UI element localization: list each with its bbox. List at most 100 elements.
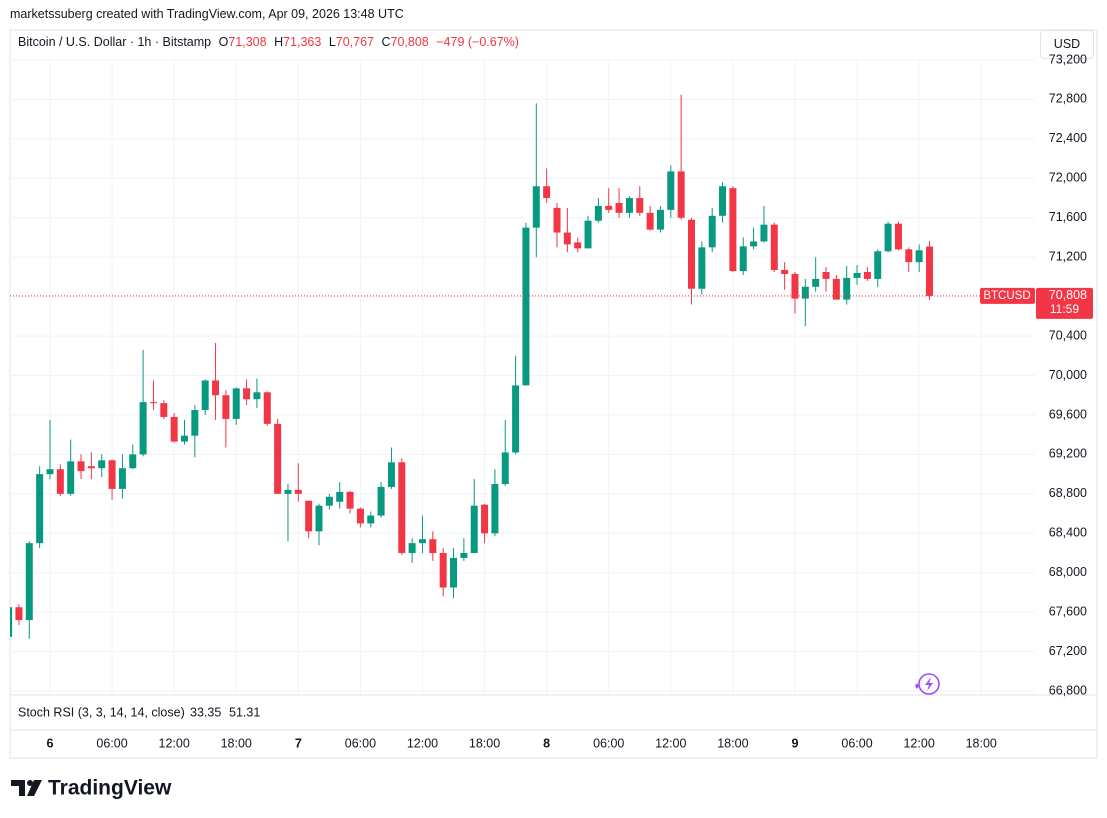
x-tick-label: 6: [47, 736, 54, 750]
candle-body: [139, 402, 147, 455]
frame: [9, 29, 1098, 759]
candle-body: [284, 489, 292, 494]
candle-body: [553, 207, 561, 233]
x-tick-label: 18:00: [966, 736, 997, 750]
candle-body: [398, 462, 406, 554]
candle-body: [739, 246, 747, 272]
candle-body: [243, 388, 251, 400]
ticker-tag: BTCUSD: [983, 290, 1030, 302]
candle-body: [584, 220, 592, 249]
ohlc-label: C: [381, 35, 391, 49]
candle-body: [894, 223, 902, 250]
candle-body: [222, 395, 230, 419]
candle-body: [698, 247, 706, 289]
x-tick-label: 06:00: [593, 736, 624, 750]
y-tick-label: 68,800: [1049, 486, 1087, 500]
y-tick-label: 68,000: [1049, 565, 1087, 579]
candle-body: [232, 388, 240, 419]
currency-button[interactable]: USD: [1040, 30, 1094, 59]
candle-body: [708, 215, 716, 248]
candle-body: [760, 224, 768, 242]
lightning-icon[interactable]: [915, 673, 940, 695]
x-tick-label: 12:00: [903, 736, 934, 750]
candle-body: [470, 505, 478, 554]
y-tick-label: 71,600: [1049, 210, 1087, 224]
candle-body: [481, 504, 489, 534]
x-tick-label: 12:00: [655, 736, 686, 750]
candle-body: [574, 242, 582, 249]
candle-body: [491, 483, 499, 534]
indicator-k: 33.35: [190, 705, 221, 719]
candle-body: [180, 435, 188, 442]
x-tick-label: 18:00: [717, 736, 748, 750]
candle-body: [367, 515, 375, 524]
candle-body: [512, 385, 520, 453]
candle-body: [201, 380, 209, 411]
candle-body: [791, 273, 799, 299]
candle-body: [605, 205, 613, 210]
candle-body: [750, 241, 758, 247]
candle-body: [801, 286, 809, 299]
candle-body: [915, 250, 923, 263]
candle-body: [191, 410, 199, 436]
credit: marketssuberg created with TradingView.c…: [10, 7, 404, 21]
last-price-label: 70,808: [1049, 288, 1087, 302]
y-tick-label: 72,800: [1049, 92, 1087, 106]
y-tick-label: 67,600: [1049, 604, 1087, 618]
y-tick-label: 72,400: [1049, 131, 1087, 145]
x-tick-label: 12:00: [159, 736, 190, 750]
candle-body: [336, 491, 344, 502]
candle-body: [346, 491, 354, 509]
candle-body: [563, 232, 571, 245]
candle-body: [46, 469, 54, 475]
candle-body: [87, 466, 95, 469]
candle-body: [832, 278, 840, 300]
candle-body: [729, 188, 737, 272]
candle-body: [305, 500, 313, 532]
candle-body: [377, 486, 385, 516]
candle-body: [356, 508, 364, 524]
candle-body: [418, 539, 426, 544]
candle-body: [98, 460, 106, 469]
symbol-header: Bitcoin / U.S. Dollar · 1h · Bitstamp O7…: [18, 35, 519, 49]
candle-body: [667, 171, 675, 210]
y-tick-label: 69,600: [1049, 407, 1087, 421]
x-tick-label: 18:00: [469, 736, 500, 750]
candle-body: [532, 186, 540, 228]
ohlc-value: 70,767: [335, 35, 374, 49]
y-tick-label: 70,000: [1049, 368, 1087, 382]
candle-body: [315, 505, 323, 532]
candle-body: [274, 423, 282, 494]
candle-body: [325, 496, 333, 506]
candle-body: [253, 392, 261, 400]
candle-body: [884, 223, 892, 252]
candle-body: [688, 219, 696, 289]
last-price-tag-bg: [1036, 287, 1093, 319]
y-tick-label: 71,200: [1049, 250, 1087, 264]
x-tick-label: 18:00: [221, 736, 252, 750]
y-tick-label: 68,400: [1049, 526, 1087, 540]
candle-body: [636, 198, 644, 213]
candle-body: [108, 460, 116, 489]
ticker-tag-bg: [980, 287, 1035, 304]
ohlc-label: L: [328, 35, 336, 49]
candle-body: [522, 227, 530, 386]
candle-body: [853, 272, 861, 278]
candle-body: [874, 251, 882, 279]
candle-body: [387, 462, 395, 487]
candle-body: [170, 416, 178, 442]
candle-body: [677, 171, 685, 218]
y-tick-label: 73,200: [1049, 52, 1087, 66]
ohlc-label: O: [218, 35, 229, 49]
x-tick-label: 12:00: [407, 736, 438, 750]
candle-body: [129, 454, 137, 469]
candle-body: [594, 205, 602, 221]
x-tick-label: 9: [791, 736, 798, 750]
indicator-d: 51.31: [229, 705, 260, 719]
ohlc-value: 70,808: [390, 35, 429, 49]
candle-body: [460, 553, 468, 558]
candle-body: [905, 249, 913, 263]
x-tick-label: 06:00: [345, 736, 376, 750]
